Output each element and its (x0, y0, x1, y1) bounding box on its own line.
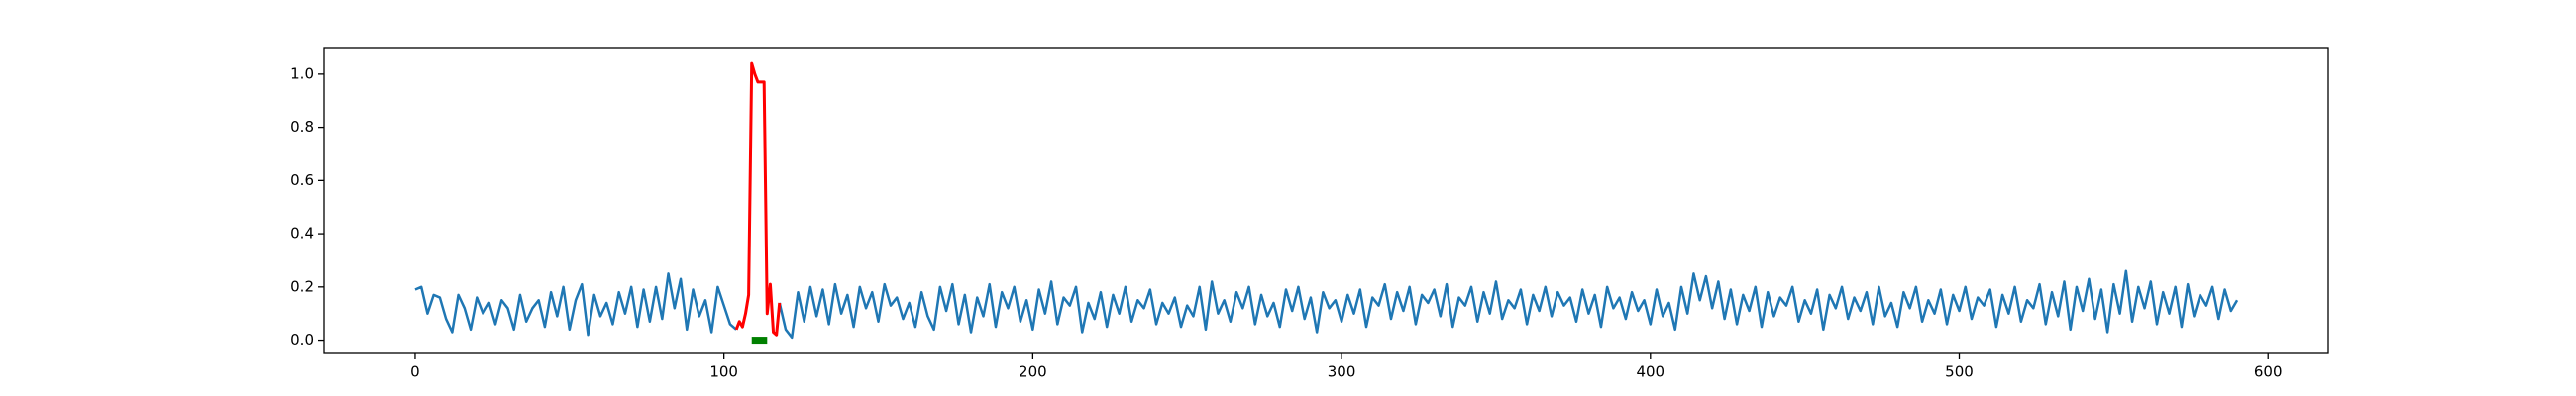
y-tick-label: 0.2 (290, 277, 314, 295)
x-tick-label: 100 (709, 363, 738, 381)
y-tick-label: 0.8 (290, 118, 314, 136)
x-tick-label: 600 (2254, 363, 2283, 381)
y-tick-label: 0.4 (290, 225, 314, 243)
y-tick-label: 1.0 (290, 64, 314, 82)
x-tick-label: 200 (1019, 363, 1047, 381)
series-line (734, 61, 782, 337)
series-line (414, 269, 2239, 340)
x-tick-label: 300 (1328, 363, 1356, 381)
x-tick-label: 500 (1945, 363, 1974, 381)
y-tick-label: 0.0 (290, 331, 314, 348)
plot-frame (323, 47, 2329, 354)
y-tick-label: 0.6 (290, 171, 314, 189)
x-tick-label: 0 (410, 363, 420, 381)
x-tick-label: 400 (1636, 363, 1664, 381)
